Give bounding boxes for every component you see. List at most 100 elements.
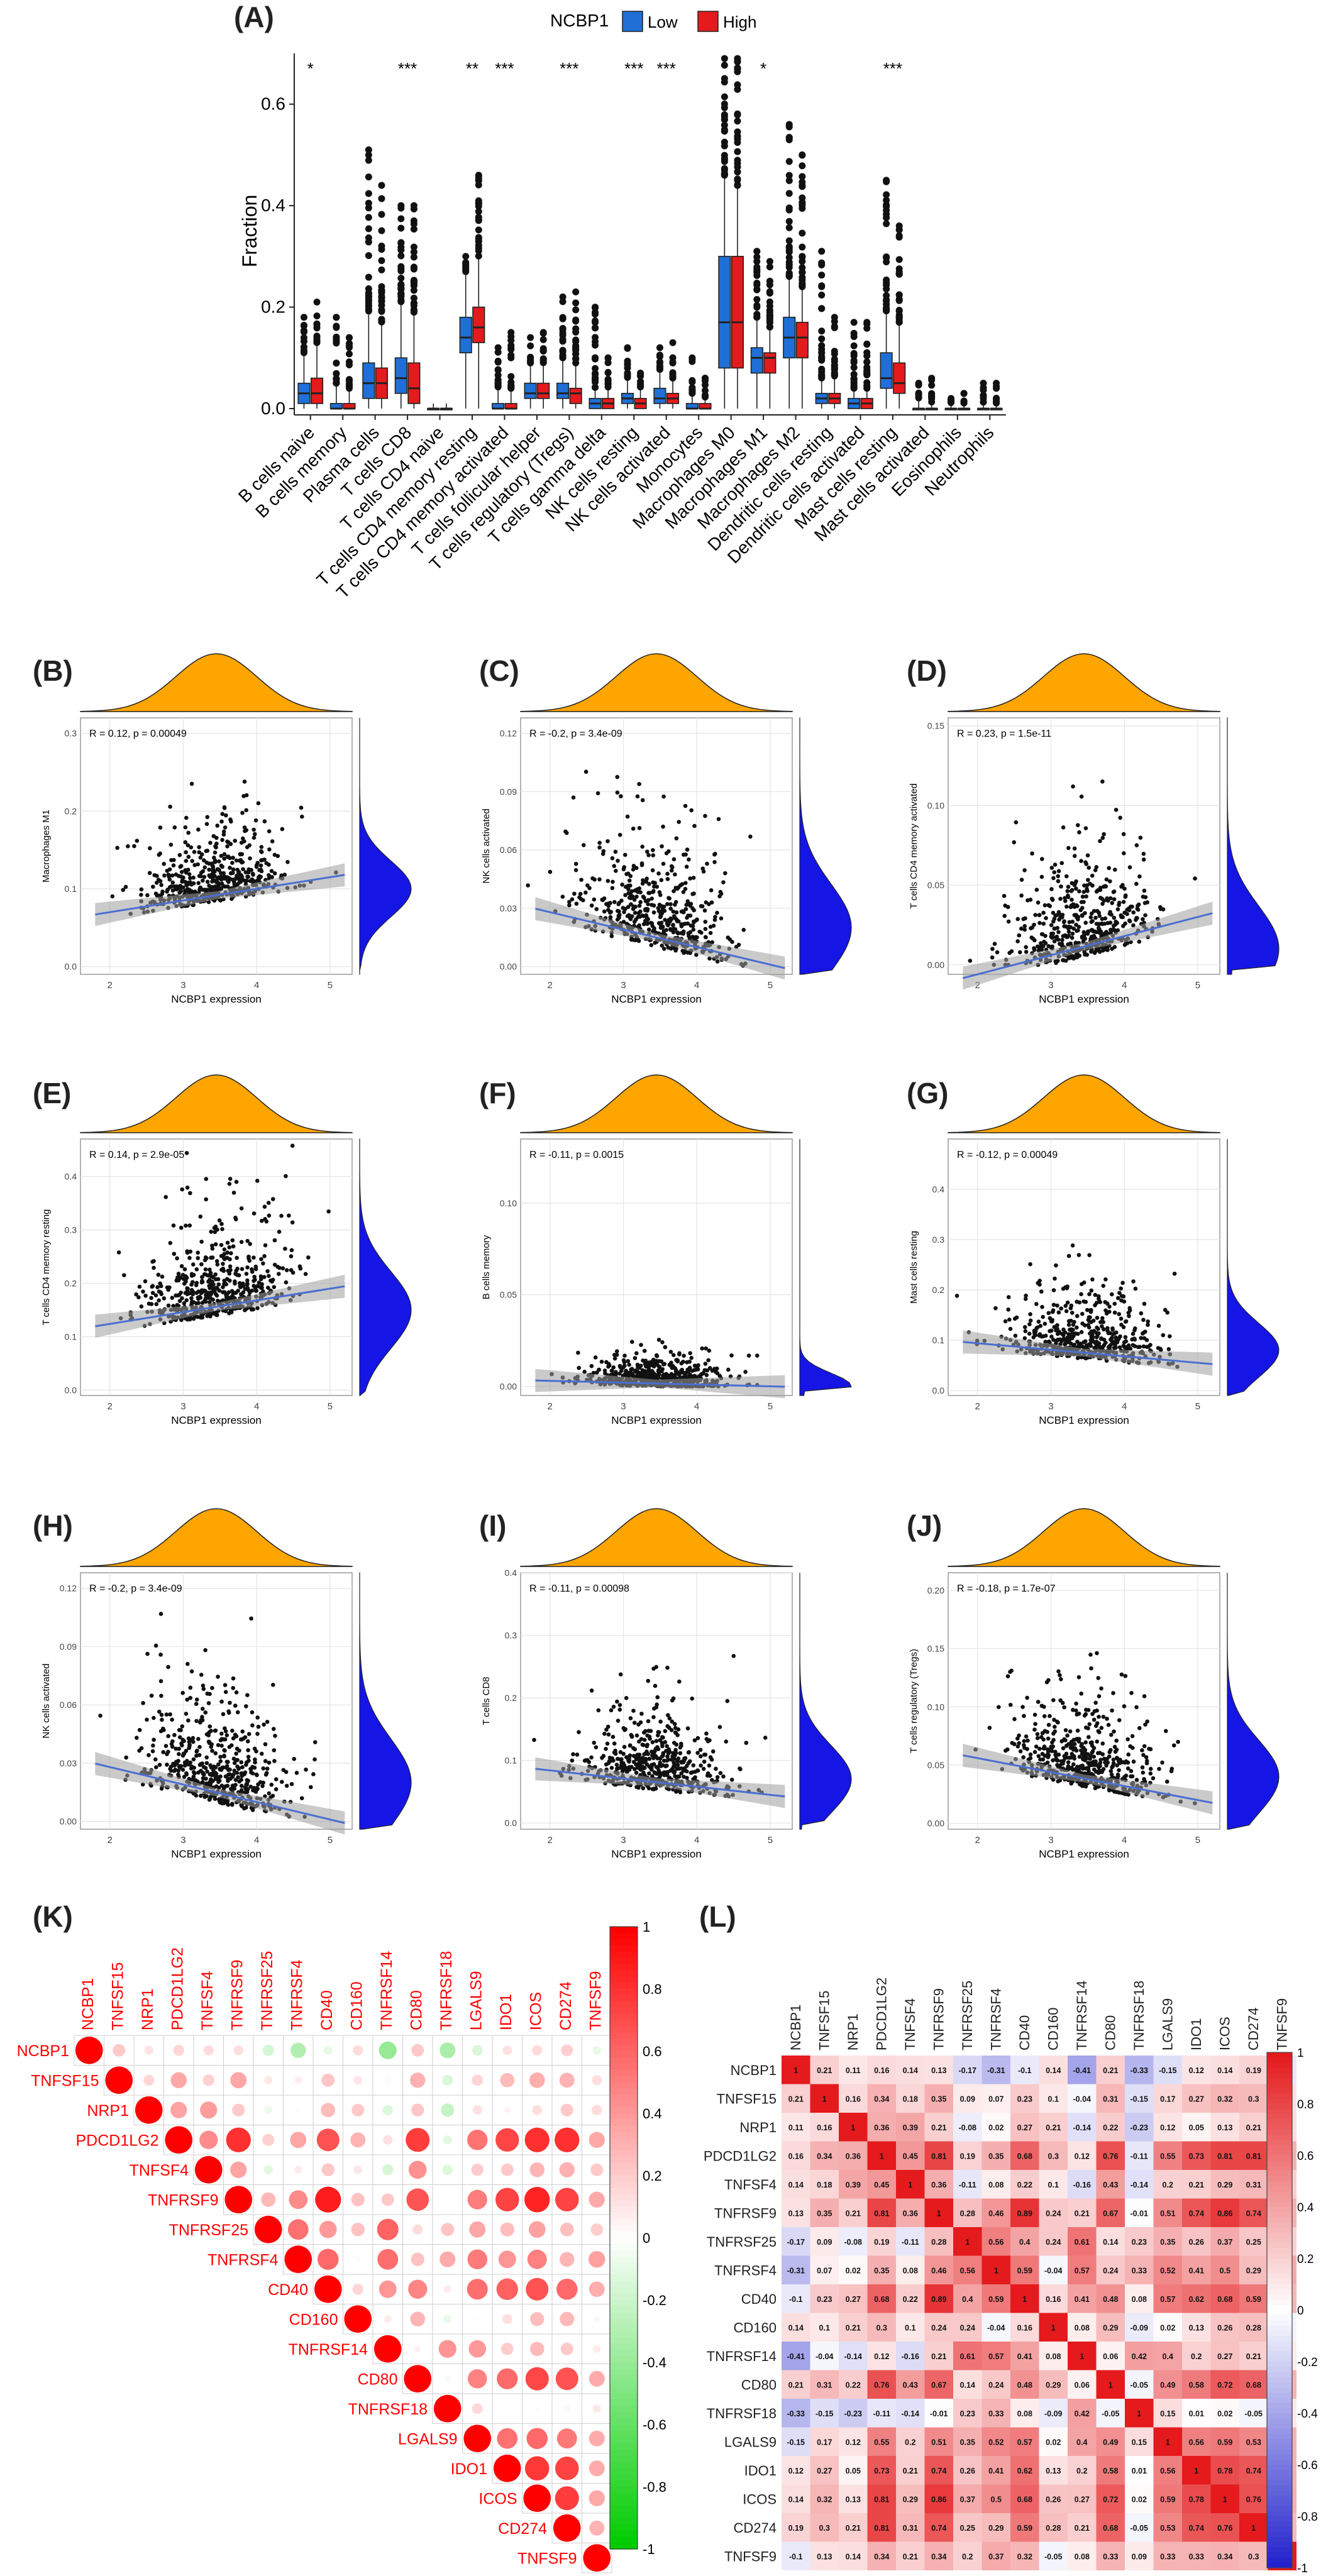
scatter-point xyxy=(1049,887,1054,891)
box-outlier xyxy=(721,62,728,69)
scatter-point xyxy=(656,1733,660,1737)
scatter-point xyxy=(253,1757,257,1762)
scatter-point xyxy=(635,794,640,799)
box-outlier xyxy=(831,324,838,331)
scatter-point xyxy=(1092,1329,1097,1333)
scatter-point xyxy=(644,879,649,884)
scatter-point xyxy=(1165,1310,1169,1315)
box-outlier xyxy=(527,334,534,341)
scatter-point xyxy=(1127,1314,1131,1318)
scatter-point xyxy=(263,1243,268,1248)
scatter-point xyxy=(1039,874,1044,879)
scatter-point xyxy=(172,857,176,862)
scatter-point xyxy=(197,1744,202,1749)
scatter-point xyxy=(150,1284,155,1289)
x-axis-title: NCBP1 expression xyxy=(171,993,262,1005)
scatter-point xyxy=(992,942,997,946)
scatter-point xyxy=(253,1289,258,1293)
box-outlier xyxy=(818,248,826,255)
scatter-point xyxy=(611,1365,616,1370)
scatter-point xyxy=(633,1356,638,1360)
scatter-point xyxy=(1095,922,1100,927)
scatter-point xyxy=(164,1712,169,1717)
scatter-point xyxy=(626,905,631,910)
scatter-point xyxy=(1024,945,1029,950)
scatter-point xyxy=(207,1739,211,1744)
scatter-point xyxy=(219,863,224,868)
box-outlier xyxy=(507,384,515,392)
scatter-point xyxy=(222,852,227,857)
box-outlier xyxy=(753,272,761,279)
regression-line xyxy=(535,1379,785,1388)
scatter-point xyxy=(210,1749,214,1753)
scatter-point xyxy=(203,1255,208,1260)
scatter-point xyxy=(696,1363,700,1368)
scatter-point xyxy=(709,888,714,893)
box-outlier xyxy=(831,366,838,373)
scatter-point xyxy=(192,1771,197,1776)
scatter-point xyxy=(1055,1331,1060,1336)
box-outlier xyxy=(669,374,677,382)
scatter-point xyxy=(185,843,191,847)
box-outlier xyxy=(604,368,612,376)
y-tick-label: 0.06 xyxy=(60,1700,77,1710)
scatter-point xyxy=(267,1213,272,1218)
scatter-point xyxy=(169,1741,174,1746)
scatter-point xyxy=(141,1700,145,1705)
box-outlier xyxy=(397,296,405,304)
scatter-point xyxy=(666,922,671,927)
scatter-point xyxy=(1036,1319,1041,1324)
scatter-point xyxy=(250,1723,255,1728)
scatter-point xyxy=(199,852,204,857)
scatter-point xyxy=(1102,898,1107,903)
x-tick-label: 4 xyxy=(1122,1401,1127,1412)
box-outlier xyxy=(850,357,858,365)
scatter-point xyxy=(143,1279,148,1284)
scatter-point xyxy=(153,1643,158,1648)
scatter-point xyxy=(1141,857,1146,862)
box-outlier xyxy=(818,305,826,312)
scatter-point xyxy=(150,1291,155,1296)
scatter-point xyxy=(165,1285,170,1290)
scatter-point xyxy=(239,1760,244,1764)
scatter-point xyxy=(252,835,257,840)
scatter-point xyxy=(1122,910,1127,915)
scatter-point xyxy=(1049,866,1054,870)
scatter-point xyxy=(225,1240,230,1245)
scatter-point xyxy=(1056,874,1061,879)
scatter-point xyxy=(617,1707,622,1712)
scatter-point xyxy=(228,817,233,822)
scatter-point xyxy=(572,891,577,896)
box-outlier xyxy=(365,238,372,246)
scatter-point xyxy=(658,925,663,930)
scatter-point xyxy=(1082,935,1087,940)
box-outlier xyxy=(980,392,987,399)
scatter-point xyxy=(248,856,252,861)
scatter-point xyxy=(175,1293,180,1298)
scatter-point xyxy=(292,1756,297,1761)
scatter-point xyxy=(216,859,221,864)
scatter-point xyxy=(249,1770,253,1775)
x-tick-label: 5 xyxy=(768,980,773,991)
box-outlier xyxy=(345,342,353,350)
scatter-point xyxy=(1086,866,1092,870)
scatter-point xyxy=(1059,884,1063,889)
scatter-point xyxy=(255,1179,260,1183)
scatter-point xyxy=(231,867,236,872)
box-outlier xyxy=(410,263,417,271)
scatter-point xyxy=(199,1673,204,1677)
scatter-point xyxy=(210,1247,215,1251)
scatter-point xyxy=(665,1724,670,1729)
scatter-point xyxy=(685,847,690,852)
box-outlier xyxy=(734,168,741,176)
scatter-point xyxy=(211,1275,216,1280)
scatter-point xyxy=(204,1755,209,1760)
scatter-point xyxy=(259,1751,264,1756)
scatter-point xyxy=(1088,1343,1093,1348)
legend-swatch-low xyxy=(622,11,643,32)
scatter-point xyxy=(643,907,648,911)
scatter-point xyxy=(616,1719,621,1723)
scatter-point xyxy=(564,830,569,835)
scatter-point xyxy=(597,1367,601,1372)
scatter-point xyxy=(646,1366,651,1371)
